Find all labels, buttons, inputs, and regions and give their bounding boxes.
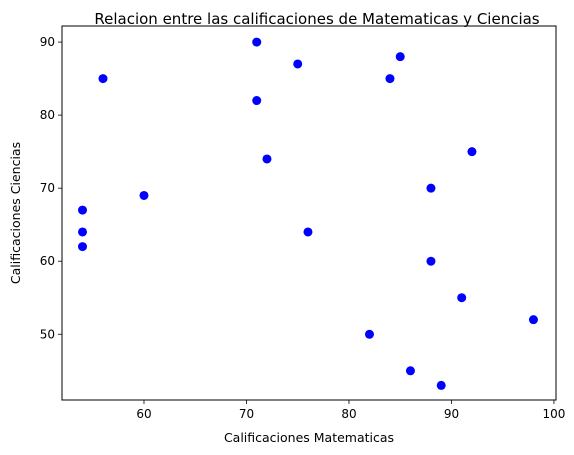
data-point	[426, 256, 436, 266]
x-axis-ticks: 60 70 80 90 100	[136, 400, 565, 421]
data-point	[293, 59, 303, 69]
data-point	[78, 242, 87, 252]
data-point	[426, 183, 436, 193]
x-tick-label: 80	[341, 407, 356, 421]
data-point	[364, 329, 374, 339]
y-tick-label: 80	[40, 108, 55, 122]
x-tick-label: 70	[239, 407, 254, 421]
data-point	[405, 366, 415, 376]
data-point	[528, 315, 538, 325]
data-point	[78, 205, 87, 215]
plot-area	[78, 37, 538, 390]
data-point	[467, 147, 477, 157]
y-tick-label: 90	[40, 35, 55, 49]
y-axis-ticks: 50 60 70 80 90	[40, 35, 62, 341]
y-axis-label: Calificaciones Ciencias	[8, 142, 23, 284]
data-point	[436, 380, 446, 390]
data-point	[395, 52, 405, 62]
y-tick-label: 70	[40, 181, 55, 195]
data-point	[385, 74, 395, 84]
data-point	[139, 190, 149, 200]
data-point	[98, 74, 108, 84]
data-point	[252, 96, 262, 106]
x-tick-label: 60	[136, 407, 151, 421]
x-tick-label: 90	[444, 407, 459, 421]
x-axis-label: Calificaciones Matematicas	[224, 430, 394, 445]
axes-frame	[61, 25, 557, 401]
data-point	[262, 154, 272, 164]
y-tick-label: 50	[40, 327, 55, 341]
data-point	[78, 227, 87, 237]
data-point	[252, 37, 262, 47]
y-tick-label: 60	[40, 254, 55, 268]
data-point	[303, 227, 313, 237]
x-tick-label: 100	[542, 407, 565, 421]
data-point	[457, 293, 467, 303]
chart-title: Relacion entre las calificaciones de Mat…	[94, 10, 539, 28]
axes	[61, 25, 557, 401]
